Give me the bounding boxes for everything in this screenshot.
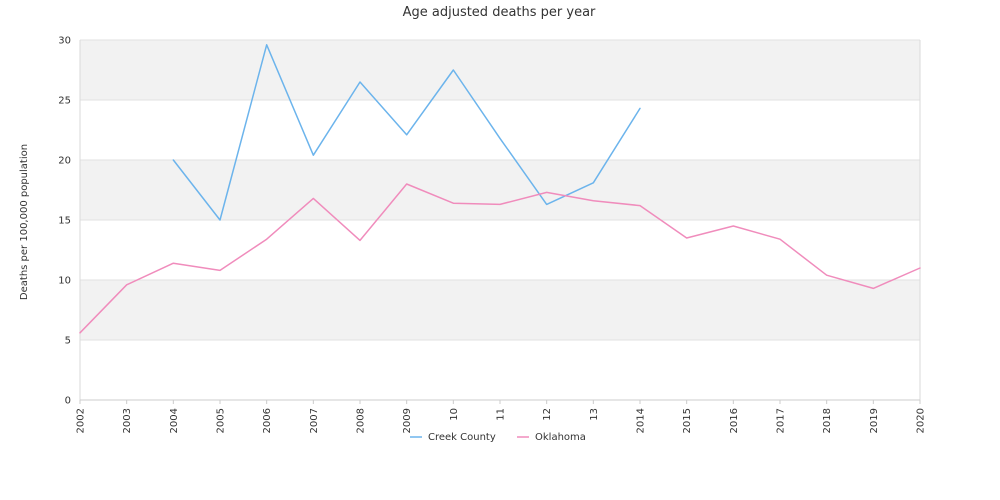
x-tick-label: 2005 — [216, 408, 227, 433]
legend: Creek County Oklahoma — [410, 432, 586, 443]
x-tick-label: 2019 — [869, 408, 880, 433]
series-lines — [79, 44, 921, 334]
x-tick-label: 2003 — [122, 408, 133, 433]
x-tick-label: 11 — [496, 408, 507, 421]
legend-entry: Creek County — [428, 432, 496, 443]
x-tick-label: 2015 — [682, 408, 693, 433]
plot-band — [80, 160, 920, 220]
x-tick-label: 2008 — [356, 408, 367, 433]
plot-band — [80, 340, 920, 400]
x-tick-label: 2014 — [636, 408, 647, 433]
x-tick-label: 2009 — [402, 408, 413, 433]
y-axis-label: Deaths per 100,000 population — [19, 144, 30, 300]
chart-title: Age adjusted deaths per year — [403, 5, 596, 20]
y-tick-label: 5 — [65, 336, 71, 347]
y-tick-label: 25 — [58, 96, 71, 107]
plot-bands — [80, 40, 920, 400]
plot-band — [80, 280, 920, 340]
x-tick-label: 2020 — [916, 408, 927, 433]
y-tick-labels: 0 5 10 15 20 25 30 — [58, 36, 71, 407]
x-tick-label: 2018 — [822, 408, 833, 433]
x-tick-label: 2017 — [776, 408, 787, 433]
y-tick-label: 15 — [58, 216, 71, 227]
plot-band — [80, 40, 920, 100]
x-tick-label: 10 — [449, 408, 460, 421]
x-tick-label: 2007 — [309, 408, 320, 433]
plot-band — [80, 100, 920, 160]
y-tick-label: 30 — [58, 36, 71, 47]
series-line-creek-county — [172, 44, 641, 221]
x-tick-label: 2002 — [76, 408, 87, 433]
x-tick-label: 13 — [589, 408, 600, 421]
series-line-oklahoma — [79, 183, 921, 334]
x-tick-labels: 2002 2003 2004 2005 2006 2007 2008 2009 10 11 12 13… — [76, 400, 927, 433]
y-tick-label: 0 — [65, 396, 71, 407]
x-tick-label: 12 — [542, 408, 553, 421]
y-tick-label: 20 — [58, 156, 71, 167]
y-tick-label: 10 — [58, 276, 71, 287]
legend-entry: Oklahoma — [535, 432, 586, 443]
x-tick-label: 2006 — [262, 408, 273, 433]
x-tick-label: 2016 — [729, 408, 740, 433]
x-tick-label: 2004 — [169, 408, 180, 433]
